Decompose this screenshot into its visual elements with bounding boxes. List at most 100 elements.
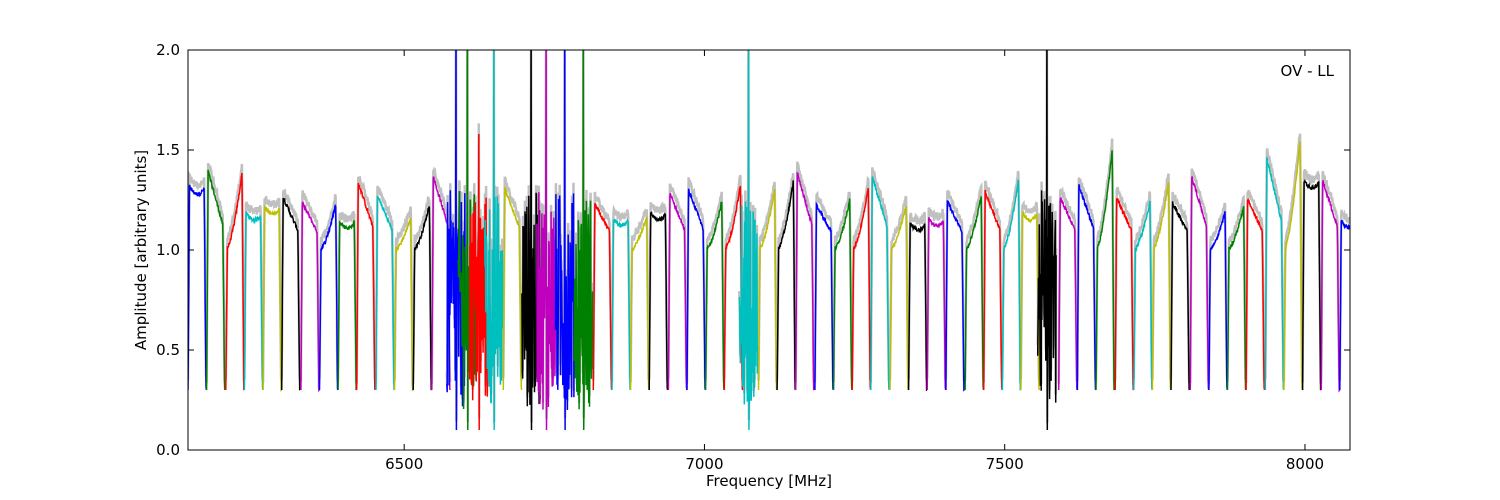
background-trace-57	[1226, 194, 1247, 383]
series-line-29	[704, 201, 725, 391]
series-line-42	[945, 200, 965, 392]
series-line-8	[337, 219, 358, 391]
background-trace-50	[1094, 138, 1116, 384]
background-trace-4	[261, 196, 283, 383]
background-trace-58	[1244, 189, 1266, 384]
background-trace-3	[243, 201, 265, 381]
background-trace-29	[704, 191, 726, 382]
series-line-15	[457, 50, 478, 431]
y-tick-label-0: 0.0	[156, 441, 180, 459]
background-trace-27	[667, 183, 689, 385]
series-line-47	[1036, 50, 1057, 431]
series-line-63	[1339, 219, 1350, 391]
x-tick-label-3: 8000	[1286, 455, 1324, 473]
series-line-35	[814, 201, 835, 391]
background-trace-23	[592, 191, 613, 381]
series-line-31	[738, 50, 759, 431]
background-trace-26	[647, 200, 669, 383]
series-line-56	[1208, 211, 1229, 391]
series-line-17	[483, 50, 504, 431]
series-line-44	[982, 189, 1003, 391]
series-line-36	[832, 198, 853, 391]
background-trace-21	[554, 50, 576, 419]
background-trace-9	[355, 175, 377, 384]
series-line-7	[318, 203, 339, 391]
annotation-label: OV - LL	[1281, 62, 1335, 80]
background-trace-37	[850, 175, 872, 382]
background-trace-39	[888, 195, 910, 380]
series-line-51	[1114, 197, 1135, 391]
series-line-23	[592, 203, 613, 391]
y-tick-label-1: 0.5	[156, 341, 180, 359]
series-layer	[188, 50, 1350, 431]
series-line-33	[776, 180, 797, 391]
series-line-55	[1189, 176, 1210, 391]
series-line-28	[686, 188, 707, 391]
x-tick-label-0: 6500	[385, 455, 423, 473]
series-line-41	[926, 217, 947, 391]
background-trace-43	[963, 181, 985, 381]
series-line-20	[536, 50, 557, 431]
series-line-30	[723, 185, 744, 391]
series-line-12	[412, 206, 433, 391]
x-tick-label-1: 7000	[685, 455, 723, 473]
series-line-27	[667, 192, 688, 391]
background-trace-33	[775, 173, 797, 382]
background-trace-2	[224, 163, 246, 382]
background-trace-1	[205, 163, 227, 384]
background-trace-0	[188, 170, 208, 382]
background-trace-40	[907, 211, 929, 381]
series-line-24	[611, 217, 632, 391]
series-line-21	[554, 50, 575, 431]
series-line-26	[648, 211, 669, 391]
series-line-61	[1301, 178, 1322, 391]
background-trace-12	[411, 196, 433, 384]
series-line-10	[375, 195, 396, 391]
series-line-58	[1245, 197, 1266, 391]
background-trace-24	[610, 204, 632, 383]
y-axis-label: Amplitude [arbitrary units]	[132, 150, 150, 350]
background-trace-60	[1282, 133, 1304, 383]
series-line-38	[870, 176, 890, 391]
series-line-18	[502, 186, 523, 391]
series-line-43	[964, 196, 985, 391]
background-trace-62	[1319, 170, 1341, 384]
series-line-57	[1226, 206, 1247, 391]
y-tick-label-2: 1.0	[156, 241, 180, 259]
background-trace-44	[982, 180, 1004, 383]
background-trace-7	[318, 194, 340, 384]
series-line-62	[1320, 180, 1341, 393]
series-line-11	[393, 217, 414, 392]
y-tick-label-4: 2.0	[156, 41, 180, 59]
background-trace-63	[1338, 209, 1350, 381]
series-line-9	[355, 182, 376, 391]
background-trace-8	[336, 210, 358, 384]
background-trace-49	[1076, 177, 1098, 384]
series-line-60	[1283, 141, 1304, 391]
background-trace-38	[869, 167, 891, 383]
background-trace-59	[1264, 148, 1285, 382]
background-trace-25	[629, 208, 651, 383]
series-line-48	[1057, 197, 1078, 391]
background-trace-42	[944, 189, 966, 382]
background-trace-5	[280, 188, 302, 381]
series-line-6	[300, 201, 320, 393]
series-line-53	[1151, 182, 1172, 391]
series-line-40	[907, 222, 928, 392]
series-line-16	[468, 133, 489, 431]
background-trace-11	[393, 206, 414, 386]
background-trace-55	[1189, 168, 1210, 383]
series-line-0	[188, 184, 208, 391]
x-tick-label-2: 7500	[986, 455, 1024, 473]
series-line-52	[1133, 200, 1153, 391]
background-trace-28	[685, 177, 707, 383]
series-line-49	[1076, 184, 1097, 391]
series-line-59	[1264, 156, 1285, 391]
background-trace-53	[1151, 173, 1173, 384]
series-line-45	[1001, 179, 1022, 391]
background-trace-30	[723, 174, 744, 380]
series-line-5	[280, 197, 301, 391]
background-trace-32	[757, 181, 779, 383]
series-line-2	[225, 172, 245, 391]
background-trace-10	[374, 185, 396, 385]
